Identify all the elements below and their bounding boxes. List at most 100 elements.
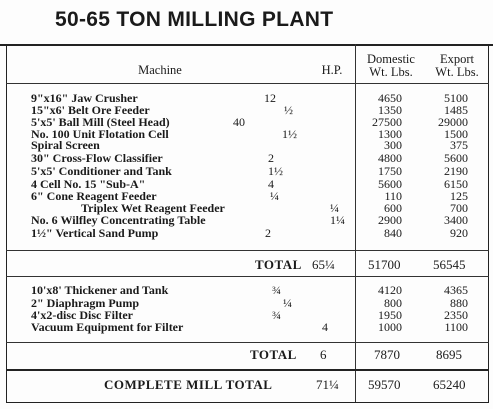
total1-rule bbox=[6, 250, 489, 251]
grand-total-rule bbox=[6, 369, 489, 371]
table-row: 10'x8' Thickener and Tank ¾ 4120 4365 bbox=[0, 284, 493, 297]
total1-label: TOTAL bbox=[255, 257, 302, 272]
header-export-line2: Wt. Lbs. bbox=[435, 65, 479, 79]
top-rule bbox=[0, 44, 493, 46]
table-row: No. 100 Unit Flotation Cell 1½ 1300 1500 bbox=[0, 128, 493, 141]
table-row: Spiral Screen 300 375 bbox=[0, 139, 493, 152]
machine-name: 10'x8' Thickener and Tank bbox=[31, 283, 169, 297]
domestic-weight: 2900 bbox=[378, 213, 402, 227]
header-domestic-line2: Wt. Lbs. bbox=[369, 65, 413, 79]
machine-hp: ¼ bbox=[270, 189, 279, 203]
export-weight: 920 bbox=[450, 226, 468, 240]
machine-hp: 4 bbox=[268, 177, 274, 191]
table-row: 15"x6' Belt Ore Feeder ½ 1350 1485 bbox=[0, 104, 493, 117]
total2-export: 8695 bbox=[436, 347, 462, 362]
total2-rule bbox=[6, 342, 489, 343]
domestic-weight: 1350 bbox=[378, 103, 402, 117]
total1-bottom-rule bbox=[6, 276, 489, 277]
header-export: Export Wt. Lbs. bbox=[424, 53, 490, 79]
table-row: 4'x2-disc Disc Filter ¾ 1950 2350 bbox=[0, 309, 493, 322]
export-weight: 125 bbox=[450, 189, 468, 203]
machine-name: Triplex Wet Reagent Feeder bbox=[81, 201, 225, 215]
domestic-weight: 4650 bbox=[378, 91, 402, 105]
domestic-weight: 5600 bbox=[378, 177, 402, 191]
export-weight: 1485 bbox=[444, 103, 468, 117]
machine-hp: 2 bbox=[265, 226, 271, 240]
table-row: 1½" Vertical Sand Pump 2 840 920 bbox=[0, 227, 493, 240]
domestic-weight: 300 bbox=[384, 138, 402, 152]
machine-hp: ½ bbox=[284, 103, 293, 117]
domestic-weight: 110 bbox=[384, 189, 402, 203]
machine-name: 2" Diaphragm Pump bbox=[31, 296, 140, 310]
domestic-weight: 600 bbox=[384, 201, 402, 215]
machine-name: 15"x6' Belt Ore Feeder bbox=[31, 103, 150, 117]
machine-hp: ¾ bbox=[272, 308, 281, 322]
machine-name: 9"x16" Jaw Crusher bbox=[31, 91, 138, 105]
header-domestic-line1: Domestic bbox=[367, 52, 415, 66]
export-weight: 3400 bbox=[444, 213, 468, 227]
header-rule bbox=[6, 83, 489, 84]
machine-hp: 1½ bbox=[282, 127, 297, 141]
domestic-weight: 1950 bbox=[378, 308, 402, 322]
total1-hp: 65¼ bbox=[312, 257, 335, 272]
machine-name: No. 6 Wilfley Concentrating Table bbox=[31, 213, 206, 227]
machine-hp: 40 bbox=[233, 115, 245, 129]
machine-hp: 2 bbox=[268, 151, 274, 165]
export-weight: 4365 bbox=[444, 283, 468, 297]
grand-total-domestic: 59570 bbox=[368, 377, 401, 392]
table-row: 6" Cone Reagent Feeder ¼ 110 125 bbox=[0, 190, 493, 203]
export-weight: 5100 bbox=[444, 91, 468, 105]
table-row: 2" Diaphragm Pump ¼ 800 880 bbox=[0, 297, 493, 310]
export-weight: 6150 bbox=[444, 177, 468, 191]
total1-domestic: 51700 bbox=[368, 257, 401, 272]
domestic-weight: 27500 bbox=[372, 115, 402, 129]
machine-name: Spiral Screen bbox=[31, 138, 100, 152]
export-weight: 2190 bbox=[444, 164, 468, 178]
header-export-line1: Export bbox=[439, 52, 475, 66]
table-frame bbox=[6, 44, 489, 403]
page-title: 50-65 TON MILLING PLANT bbox=[55, 8, 334, 31]
grand-total-hp: 71¼ bbox=[316, 377, 339, 392]
export-weight: 2350 bbox=[444, 308, 468, 322]
total2-domestic: 7870 bbox=[374, 347, 400, 362]
column-divider bbox=[355, 44, 356, 402]
table-row: Triplex Wet Reagent Feeder ¼ 600 700 bbox=[0, 202, 493, 215]
domestic-weight: 840 bbox=[384, 226, 402, 240]
export-weight: 1100 bbox=[444, 320, 468, 334]
machine-hp: 1¼ bbox=[330, 213, 345, 227]
domestic-weight: 4800 bbox=[378, 151, 402, 165]
machine-name: Vacuum Equipment for Filter bbox=[31, 320, 184, 334]
machine-name: 5'x5' Conditioner and Tank bbox=[31, 164, 172, 178]
table-row: 5'x5' Conditioner and Tank 1½ 1750 2190 bbox=[0, 165, 493, 178]
machine-name: 30" Cross-Flow Classifier bbox=[31, 151, 163, 165]
export-weight: 1500 bbox=[444, 127, 468, 141]
table-row: 5'x5' Ball Mill (Steel Head) 40 27500 29000 bbox=[0, 116, 493, 129]
export-weight: 375 bbox=[450, 138, 468, 152]
header-domestic: Domestic Wt. Lbs. bbox=[358, 53, 424, 79]
machine-hp: ¼ bbox=[283, 296, 292, 310]
domestic-weight: 1750 bbox=[378, 164, 402, 178]
grand-total-label: COMPLETE MILL TOTAL bbox=[104, 377, 273, 392]
domestic-weight: 1300 bbox=[378, 127, 402, 141]
domestic-weight: 800 bbox=[384, 296, 402, 310]
machine-name: 4 Cell No. 15 "Sub-A" bbox=[31, 177, 146, 191]
export-weight: 29000 bbox=[438, 115, 468, 129]
table-row: 30" Cross-Flow Classifier 2 4800 5600 bbox=[0, 152, 493, 165]
machine-hp: 1½ bbox=[268, 164, 283, 178]
machine-name: 4'x2-disc Disc Filter bbox=[31, 308, 133, 322]
machine-hp: ¾ bbox=[272, 283, 281, 297]
export-weight: 880 bbox=[450, 296, 468, 310]
machine-name: 6" Cone Reagent Feeder bbox=[31, 189, 157, 203]
export-weight: 700 bbox=[450, 201, 468, 215]
table-row: 4 Cell No. 15 "Sub-A" 4 5600 6150 bbox=[0, 178, 493, 191]
machine-name: 1½" Vertical Sand Pump bbox=[31, 226, 159, 240]
grand-total-export: 65240 bbox=[433, 377, 466, 392]
machine-name: No. 100 Unit Flotation Cell bbox=[31, 127, 169, 141]
domestic-weight: 4120 bbox=[378, 283, 402, 297]
header-machine: Machine bbox=[138, 63, 182, 77]
table-row: No. 6 Wilfley Concentrating Table 1¼ 2900 3… bbox=[0, 214, 493, 227]
total2-label: TOTAL bbox=[250, 347, 297, 362]
table-row: 9"x16" Jaw Crusher 12 4650 5100 bbox=[0, 92, 493, 105]
table-row: Vacuum Equipment for Filter 4 1000 1100 bbox=[0, 321, 493, 334]
